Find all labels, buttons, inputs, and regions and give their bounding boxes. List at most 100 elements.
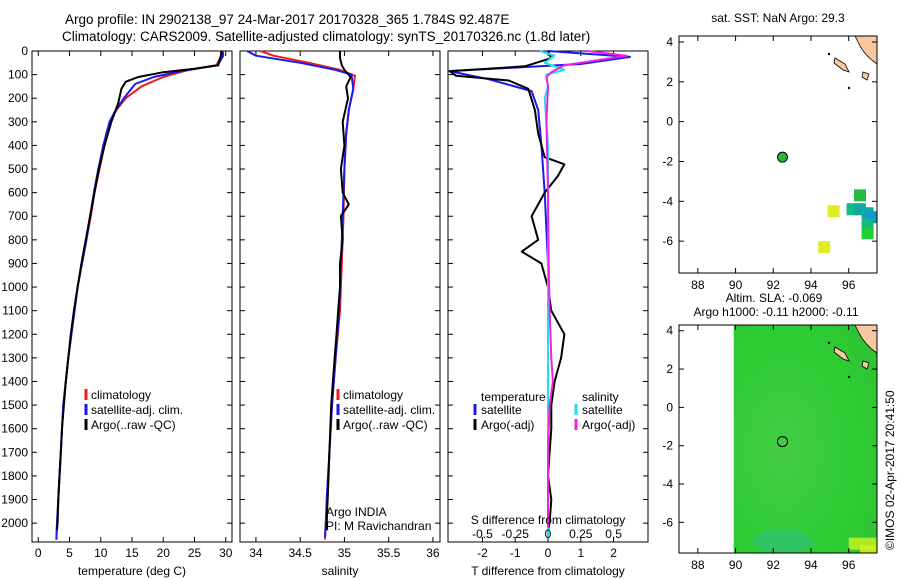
diff-legend-label: Argo(-adj) [481,418,534,432]
temp-xtick-label: 20 [157,546,171,560]
sst-map-cell [861,227,874,240]
diff-legend-label: satellite [582,403,623,417]
sla-map-xtick-label: 90 [729,558,743,572]
sst-map-frame [678,35,878,274]
sal-xtick-label: 34 [249,546,263,560]
sst-map-cell [827,205,840,218]
sst-map-xtick-label: 88 [691,278,705,292]
sal-legend-label: satellite-adj. clim. [343,403,435,417]
temp-xtick-label: 25 [188,546,202,560]
sst-map-ytick-label: -6 [662,234,673,248]
sst-map-xtick-label: 90 [729,278,743,292]
sal-xtick-label: 35.5 [377,546,401,560]
temp-ytick-label: 700 [8,209,28,223]
sst-map-cell [854,189,867,202]
sst-map-land-islet [861,71,870,81]
temp-ytick-label: 1600 [1,422,28,436]
sla-map-subtitle: Argo h1000: -0.11 h2000: -0.11 [693,305,858,319]
diff-xtick-label: 1 [577,546,584,560]
diff-s-xlabel: S difference from climatology [471,513,626,527]
sla-map-land-dot [827,341,831,345]
temp-ytick-label: 300 [8,115,28,129]
title-line-2: Climatology: CARS2009. Satellite-adjuste… [62,29,591,44]
temp-ytick-label: 1000 [1,280,28,294]
temp-legend-label: satellite-adj. clim. [91,403,183,417]
sst-map-ytick-label: -2 [662,154,673,168]
sal-xtick-label: 34.5 [288,546,312,560]
sal-legend-label: Argo(..raw -QC) [343,418,428,432]
temp-legend-label: Argo(..raw -QC) [91,418,176,432]
sst-map-land-island [833,57,850,73]
temp-ytick-label: 200 [8,91,28,105]
sla-map-title: Altim. SLA: -0.069 [726,291,823,305]
temp-series-argo-raw-qc- [56,51,223,531]
sst-map-plot-area [818,36,877,254]
temp-xtick-label: 30 [219,546,233,560]
sst-map-cell [818,241,831,254]
diff-legend-title-temperature: temperature [481,390,546,404]
diff-legend-title-salinity: salinity [582,390,619,404]
sla-map-low-anomaly [752,529,813,553]
sst-map-xtick-label: 96 [842,278,856,292]
sla-map-ytick-label: -2 [662,439,673,453]
temp-ytick-label: 1400 [1,374,28,388]
sla-map-land-islet [861,360,870,370]
temp-legend-label: climatology [91,388,151,402]
temp-ytick-label: 600 [8,186,28,200]
temp-frame [31,50,233,543]
sla-map-high-anomaly [860,545,877,553]
temp-ytick-label: 0 [21,44,28,58]
sst-map-ytick-label: 0 [666,115,673,129]
temp-xtick-label: 5 [66,546,73,560]
sla-map-ytick-label: -6 [662,515,673,529]
diff-s-tick-label: 0.5 [605,527,622,541]
sla-map-xtick-label: 94 [804,558,818,572]
sla-map-xtick-label: 92 [767,558,781,572]
diff-legend-label: Argo(-adj) [582,418,635,432]
sla-map-xtick-label: 96 [842,558,856,572]
sst-map-cell [865,211,877,224]
diff-legend-label: satellite [481,403,522,417]
sst-map-ytick-label: -4 [662,194,673,208]
sla-map-ytick-label: 0 [666,400,673,414]
temp-ytick-label: 1900 [1,493,28,507]
sal-annotation-pi: PI: M Ravichandran [326,519,431,533]
sal-xtick-label: 35 [338,546,352,560]
diff-series-s-argo-adj- [545,50,628,528]
temp-ytick-label: 400 [8,138,28,152]
sla-map-ytick-label: -4 [662,477,673,491]
sal-xlabel: salinity [322,564,359,578]
diff-series-t-argo-adj- [448,50,566,531]
sla-map-ytick-label: 2 [666,362,673,376]
sal-annotation-argo: Argo INDIA [326,505,387,519]
temp-ytick-label: 1500 [1,398,28,412]
sla-map-field [733,325,877,553]
sst-map-ytick-label: 4 [666,35,673,49]
sla-map-frame [678,324,878,554]
temp-ytick-label: 500 [8,162,28,176]
temp-ytick-label: 100 [8,68,28,82]
sla-map-xtick-label: 88 [691,558,705,572]
sst-map-land-dot [847,86,851,90]
sst-map-title: sat. SST: NaN Argo: 29.3 [711,11,845,25]
diff-s-tick-label: -0.25 [502,527,530,541]
sst-map-ytick-label: 2 [666,75,673,89]
sal-xtick-label: 36 [426,546,440,560]
diff-xtick-label: -1 [510,546,521,560]
sla-map-plot-area [733,325,877,553]
temp-ytick-label: 1100 [2,304,28,318]
temp-ytick-label: 1700 [1,445,28,459]
temp-ytick-label: 2000 [1,516,28,530]
diff-xtick-label: -2 [477,546,488,560]
diff-s-tick-label: -0.5 [472,527,493,541]
diff-xlabel: T difference from climatology [471,564,625,578]
sla-map-land-island [833,346,850,362]
imos-timestamp: ©IMOS 02-Apr-2017 20:41:50 [883,390,897,550]
title-line-1: Argo profile: IN 2902138_97 24-Mar-2017 … [65,12,510,27]
temp-xlabel: temperature (deg C) [78,564,186,578]
temp-ytick-label: 800 [8,233,28,247]
temp-ytick-label: 1200 [1,327,28,341]
temp-xtick-label: 10 [94,546,108,560]
diff-xtick-label: 0 [545,546,552,560]
